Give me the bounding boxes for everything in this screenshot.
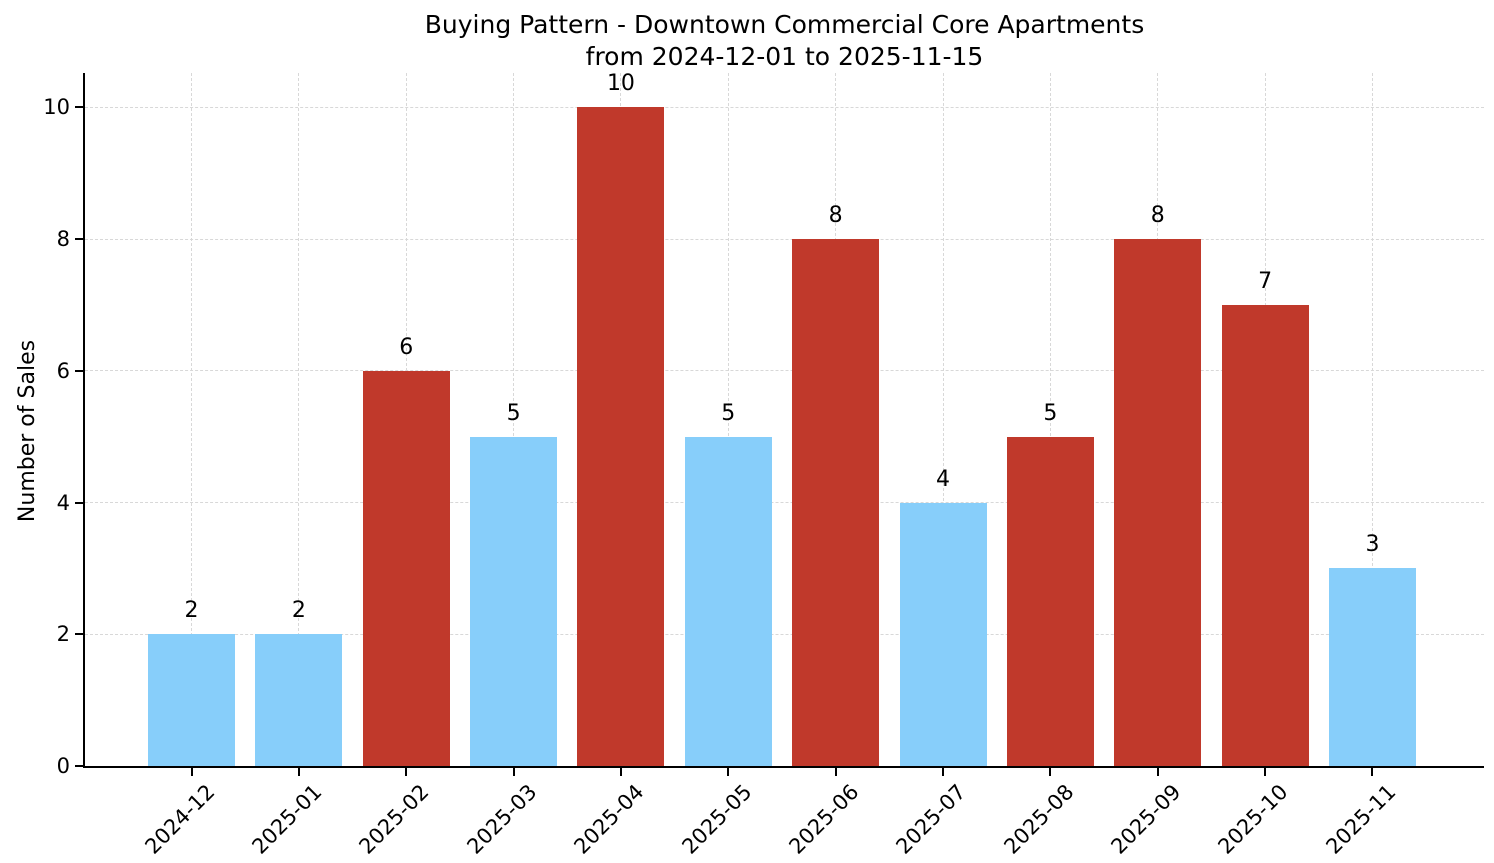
x-tick-label: 2025-04	[569, 779, 649, 859]
x-tick-mark	[834, 768, 837, 776]
bar-2025-05	[684, 436, 772, 766]
bar-2024-12	[148, 634, 235, 766]
y-tick-mark	[75, 369, 83, 372]
h-gridline	[85, 370, 1484, 372]
bar-2025-01	[255, 634, 343, 766]
x-tick-label: 2025-01	[247, 779, 327, 859]
x-tick-label: 2025-06	[784, 779, 864, 859]
bar-2025-11	[1328, 568, 1416, 766]
x-tick-mark	[1156, 768, 1159, 776]
bar-value-label: 2	[291, 598, 306, 624]
y-tick-label: 2	[56, 622, 70, 647]
bar-value-label: 6	[399, 334, 414, 360]
bar-value-label: 5	[506, 400, 521, 426]
v-gridline	[1371, 73, 1373, 766]
bar-2025-09	[1114, 239, 1202, 766]
y-axis-spine	[83, 73, 85, 768]
bar-2025-03	[470, 436, 558, 766]
chart-title-line2: from 2024-12-01 to 2025-11-15	[585, 42, 984, 71]
x-tick-label: 2025-07	[891, 779, 971, 859]
bar-value-label: 10	[606, 71, 635, 97]
x-tick-label: 2025-02	[354, 779, 434, 859]
bar-value-label: 8	[1150, 203, 1165, 228]
chart-title: Buying Pattern - Downtown Commercial Cor…	[85, 9, 1484, 73]
bar-2025-08	[1006, 436, 1094, 766]
x-axis-spine	[83, 766, 1484, 768]
v-gridline	[727, 73, 729, 766]
x-tick-label: 2025-10	[1213, 779, 1293, 859]
bar-value-label: 3	[1365, 532, 1380, 558]
x-tick-mark	[190, 768, 193, 776]
h-gridline	[85, 106, 1484, 108]
y-tick-label: 8	[56, 227, 70, 251]
bar-2025-06	[792, 239, 880, 766]
y-tick-mark	[75, 501, 83, 504]
y-tick-label: 0	[56, 754, 70, 778]
plot-area: 0 2 4 6 8 10 2 2024-12 2 2025-01 6 2025-02 5 2025-03 1…	[43, 71, 1484, 859]
v-gridline	[513, 73, 515, 766]
x-tick-label: 2025-05	[676, 779, 756, 859]
bar-2025-02	[362, 370, 450, 766]
bar-2025-07	[899, 502, 987, 766]
y-tick-label: 4	[56, 490, 70, 515]
bar-value-label: 7	[1258, 268, 1273, 294]
bar-value-label: 5	[721, 400, 736, 426]
y-tick-label: 10	[43, 95, 70, 120]
h-gridline	[85, 633, 1484, 635]
bar-2025-10	[1221, 304, 1309, 766]
v-gridline	[191, 73, 192, 766]
y-tick-mark	[75, 765, 83, 767]
h-gridline	[85, 238, 1484, 240]
x-tick-mark	[512, 768, 515, 776]
x-tick-label: 2024-12	[140, 779, 220, 859]
h-gridline	[85, 502, 1484, 503]
x-tick-mark	[942, 768, 945, 776]
bar-value-label: 8	[828, 203, 843, 228]
bar-value-label: 2	[184, 598, 199, 624]
v-gridline	[1049, 73, 1051, 766]
x-tick-mark	[297, 768, 300, 776]
x-tick-label: 2025-09	[1106, 779, 1186, 859]
v-gridline	[298, 73, 300, 766]
chart-title-line1: Buying Pattern - Downtown Commercial Cor…	[424, 10, 1145, 39]
y-tick-mark	[75, 106, 83, 109]
v-gridline	[942, 73, 944, 766]
y-tick-mark	[75, 238, 83, 240]
y-tick-mark	[75, 633, 83, 636]
x-tick-label: 2025-11	[1321, 779, 1401, 859]
bar-value-label: 5	[1043, 400, 1058, 426]
bar-value-label: 4	[936, 466, 951, 492]
x-tick-mark	[1264, 768, 1267, 776]
x-tick-label: 2025-08	[999, 779, 1079, 859]
y-tick-label: 6	[56, 358, 70, 383]
x-tick-label: 2025-03	[462, 779, 542, 859]
x-tick-mark	[405, 768, 408, 776]
y-axis-label: Number of Sales	[15, 339, 40, 523]
x-tick-mark	[1371, 768, 1374, 776]
x-tick-mark	[1049, 768, 1052, 776]
x-tick-mark	[727, 768, 730, 776]
x-tick-mark	[619, 768, 622, 776]
bar-2025-04	[577, 107, 665, 766]
